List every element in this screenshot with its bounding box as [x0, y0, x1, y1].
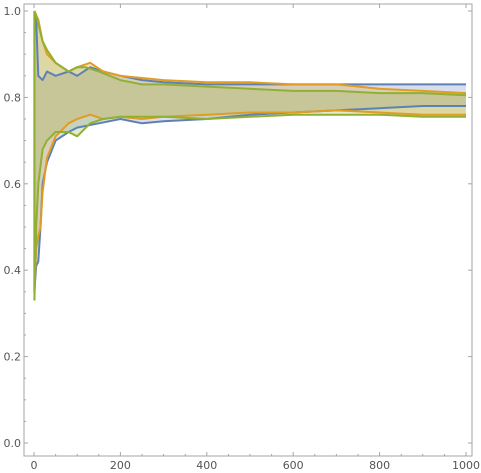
x-tick-label: 200	[110, 459, 131, 472]
x-tick-label: 1000	[452, 459, 480, 472]
y-tick-label: 0.8	[4, 91, 22, 104]
y-tick-label: 1.0	[4, 5, 22, 18]
x-tick-label: 0	[31, 459, 38, 472]
y-tick-label: 0.4	[4, 264, 22, 277]
series-3-lower-line	[34, 115, 466, 301]
x-tick-label: 800	[369, 459, 390, 472]
series-2-lower-line	[34, 110, 466, 291]
series-bands	[34, 11, 466, 300]
series-band-3	[34, 11, 466, 300]
y-tick-label: 0.2	[4, 351, 22, 364]
x-tick-label: 400	[196, 459, 217, 472]
y-tick-label: 0.0	[4, 437, 22, 450]
series-1-lower-line	[34, 106, 466, 292]
series-lines	[34, 11, 466, 300]
x-tick-label: 600	[283, 459, 304, 472]
y-tick-label: 0.6	[4, 178, 22, 191]
series-band-1	[34, 11, 466, 292]
series-band-2	[34, 11, 466, 292]
